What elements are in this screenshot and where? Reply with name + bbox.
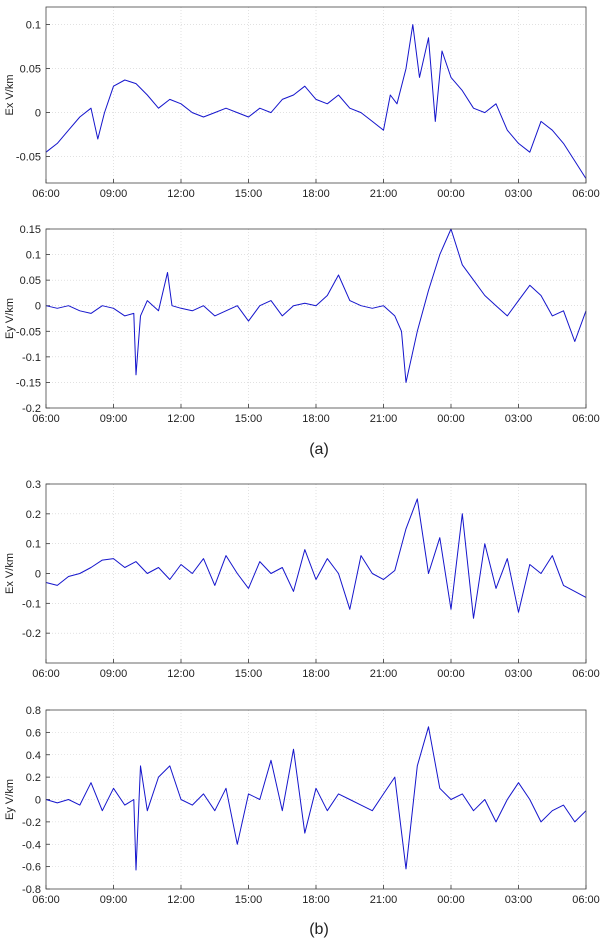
x-tick-label: 06:00 — [32, 894, 60, 906]
y-tick-label: 0.15 — [20, 224, 41, 236]
y-tick-label: 0 — [35, 795, 41, 807]
x-tick-label: 00:00 — [437, 894, 465, 906]
y-tick-label: -0.6 — [22, 862, 41, 874]
plot-area — [46, 229, 586, 408]
x-tick-label: 12:00 — [167, 188, 195, 200]
plot-frame — [45, 483, 587, 664]
y-tick-label: 0.05 — [20, 275, 41, 287]
x-tick-label: 18:00 — [302, 894, 330, 906]
x-tick-label: 21:00 — [370, 413, 398, 425]
x-tick-label: 00:00 — [437, 188, 465, 200]
series-line — [45, 228, 587, 383]
series-line — [45, 498, 587, 619]
plot-frame — [45, 6, 587, 184]
y-tick-label: -0.05 — [16, 152, 41, 164]
y-tick-label: 0.6 — [26, 727, 41, 739]
x-tick-label: 21:00 — [370, 668, 398, 680]
y-tick-label: 0 — [35, 108, 41, 120]
x-tick-label: 00:00 — [437, 413, 465, 425]
y-axis-label: Ey V/km — [4, 298, 16, 339]
x-tick-label: 15:00 — [235, 668, 263, 680]
y-axis-label: Ex V/km — [4, 75, 16, 116]
caption-b: (b) — [309, 921, 329, 938]
x-tick-label: 12:00 — [167, 668, 195, 680]
x-tick-label: 15:00 — [235, 188, 263, 200]
x-tick-label: 06:00 — [572, 668, 600, 680]
x-tick-label: 06:00 — [32, 188, 60, 200]
y-tick-label: -0.2 — [22, 817, 41, 829]
x-tick-label: 18:00 — [302, 668, 330, 680]
series-line — [45, 24, 587, 179]
y-axis-label: Ey V/km — [4, 779, 16, 820]
x-tick-label: 03:00 — [505, 413, 533, 425]
x-tick-label: 12:00 — [167, 894, 195, 906]
y-tick-label: 0.1 — [26, 20, 41, 32]
x-tick-label: 00:00 — [437, 668, 465, 680]
x-tick-label: 09:00 — [100, 188, 128, 200]
plot-frame — [45, 709, 587, 890]
y-tick-label: -0.8 — [22, 884, 41, 896]
x-tick-label: 06:00 — [572, 413, 600, 425]
chart-panel-a-bottom: 06:00 09:00 12:00 15:00 18:00 21:00 00:00 03:00… — [4, 224, 600, 425]
x-tick-label: 15:00 — [235, 894, 263, 906]
y-tick-label: 0.4 — [26, 750, 41, 762]
x-tick-label: 18:00 — [302, 413, 330, 425]
x-tick-label: 21:00 — [370, 894, 398, 906]
y-tick-label: 0.2 — [26, 509, 41, 521]
x-tick-label: 03:00 — [505, 188, 533, 200]
y-tick-label: -0.2 — [22, 403, 41, 415]
series-line — [45, 726, 587, 871]
plot-frame — [45, 228, 587, 409]
y-tick-label: 0.8 — [26, 705, 41, 717]
x-tick-label: 21:00 — [370, 188, 398, 200]
y-tick-label: 0.3 — [26, 479, 41, 491]
y-tick-label: -0.2 — [22, 628, 41, 640]
x-tick-label: 06:00 — [572, 894, 600, 906]
x-tick-label: 18:00 — [302, 188, 330, 200]
y-tick-label: 0.1 — [26, 539, 41, 551]
y-tick-label: -0.1 — [22, 598, 41, 610]
y-tick-label: -0.15 — [16, 377, 41, 389]
y-tick-label: -0.1 — [22, 352, 41, 364]
chart-panel-b-bottom: 06:00 09:00 12:00 15:00 18:00 21:00 00:00 03:00… — [4, 705, 600, 906]
x-tick-label: 15:00 — [235, 413, 263, 425]
chart-panel-b-top: 06:00 09:00 12:00 15:00 18:00 21:00 00:00 03:00… — [4, 479, 600, 680]
y-tick-label: 0.05 — [20, 64, 41, 76]
y-tick-label: 0 — [35, 301, 41, 313]
caption-a: (a) — [309, 441, 329, 458]
x-tick-label: 09:00 — [100, 894, 128, 906]
y-tick-label: -0.05 — [16, 326, 41, 338]
y-tick-label: -0.4 — [22, 839, 41, 851]
x-tick-label: 06:00 — [32, 668, 60, 680]
y-tick-label: 0 — [35, 569, 41, 581]
chart-panel-a-top: 06:00 09:00 12:00 15:00 18:00 21:00 00:00 03:00… — [4, 6, 600, 200]
y-tick-label: 0.2 — [26, 772, 41, 784]
x-tick-label: 12:00 — [167, 413, 195, 425]
x-tick-label: 06:00 — [572, 188, 600, 200]
y-tick-label: 0.1 — [26, 250, 41, 262]
x-tick-label: 06:00 — [32, 413, 60, 425]
x-tick-label: 09:00 — [100, 668, 128, 680]
x-tick-label: 03:00 — [505, 894, 533, 906]
x-tick-label: 09:00 — [100, 413, 128, 425]
y-axis-label: Ex V/km — [4, 553, 16, 594]
x-tick-label: 03:00 — [505, 668, 533, 680]
